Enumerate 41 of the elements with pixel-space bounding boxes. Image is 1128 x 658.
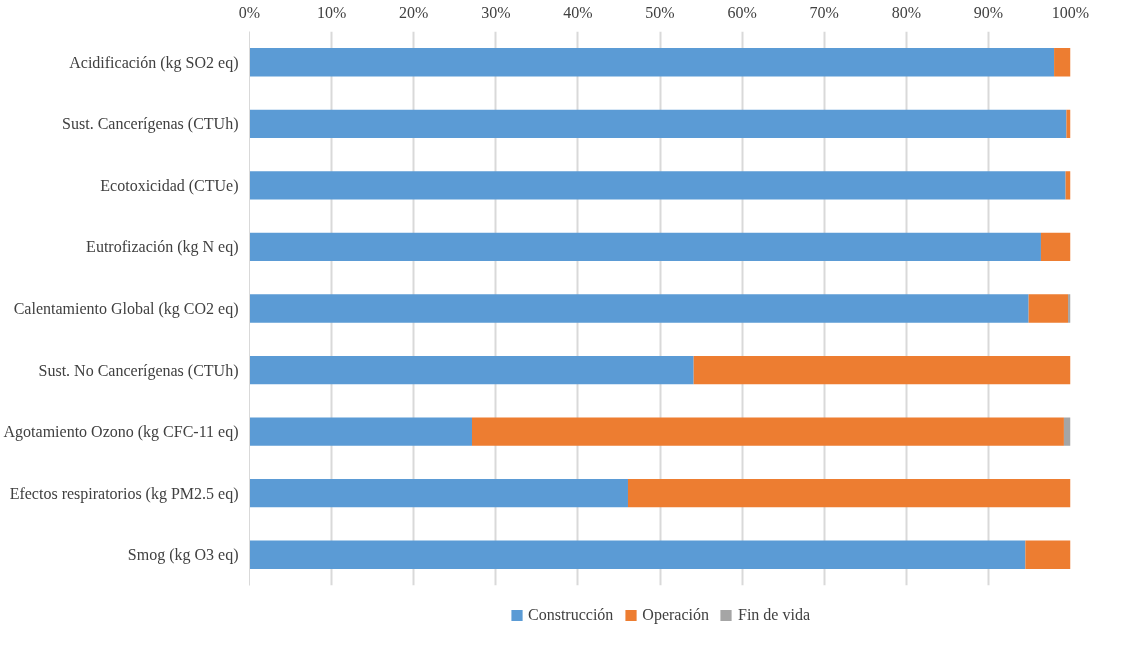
x-tick-label: 100% (1051, 3, 1090, 21)
bar (1040, 232, 1071, 262)
legend-label: Operación (642, 606, 709, 624)
x-tick-label: 60% (727, 3, 757, 21)
bar (1066, 109, 1071, 138)
x-tick-label: 80% (891, 3, 921, 21)
y-tick-label: Sust. No Cancerígenas (CTUh) (38, 361, 239, 380)
bar (249, 294, 1029, 323)
bar (249, 48, 1055, 77)
x-tick-label: 10% (316, 3, 347, 21)
y-tick-label: Acidificación (kg SO2 eq) (69, 53, 239, 72)
bar (249, 479, 628, 508)
x-tick-label: 20% (399, 3, 429, 21)
bar (693, 355, 1071, 385)
y-tick-label: Efectos respiratorios (kg PM2.5 eq) (9, 484, 239, 503)
bar (627, 479, 1071, 508)
legend-label: Construcción (528, 606, 614, 624)
x-tick-label: 70% (809, 3, 839, 21)
bar (1054, 48, 1071, 77)
bar (249, 417, 472, 446)
y-tick-label: Eutrofización (kg N eq) (86, 238, 239, 257)
bar (471, 417, 1064, 446)
x-tick-label: 0% (238, 3, 261, 21)
y-tick-label: Calentamiento Global (kg CO2 eq) (13, 300, 239, 318)
x-tick-label: 40% (563, 3, 593, 21)
y-tick-label: Agotamiento Ozono (kg CFC-11 eq) (3, 423, 239, 442)
bar (249, 171, 1066, 200)
bar (249, 232, 1041, 262)
y-tick-label: Ecotoxicidad (CTUe) (100, 176, 239, 195)
bar (1063, 417, 1071, 446)
bar (1028, 294, 1069, 323)
x-tick-label: 50% (645, 3, 675, 21)
bar (249, 355, 694, 385)
x-tick-label: 30% (481, 3, 511, 21)
y-tick-label: Sust. Cancerígenas (CTUh) (62, 115, 239, 134)
bar (249, 540, 1026, 569)
legend-label: Fin de vida (737, 606, 810, 624)
bar (249, 109, 1067, 138)
x-tick-label: 90% (973, 3, 1004, 21)
y-tick-label: Smog (kg O3 eq) (127, 546, 239, 565)
bar (1025, 540, 1071, 569)
